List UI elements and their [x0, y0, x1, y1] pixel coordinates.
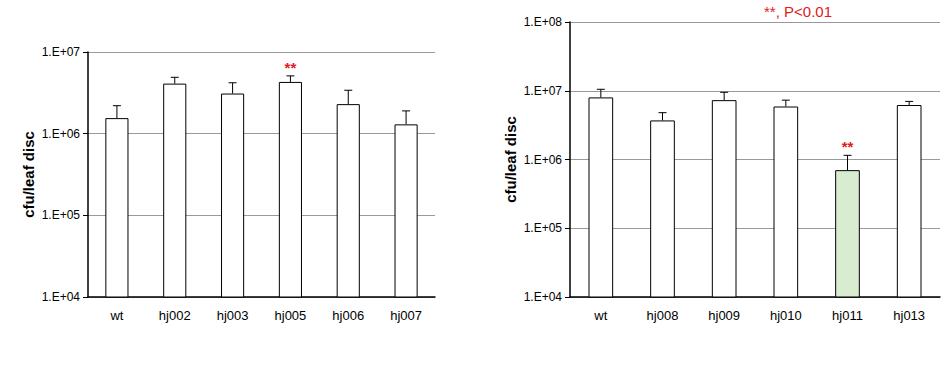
svg-text:hj007: hj007 [390, 308, 422, 323]
svg-text:**: ** [842, 138, 854, 155]
svg-text:hj009: hj009 [708, 308, 740, 323]
svg-text:hj010: hj010 [770, 308, 802, 323]
svg-text:1.E+07: 1.E+07 [42, 45, 81, 59]
svg-text:hj013: hj013 [893, 308, 925, 323]
svg-text:hj006: hj006 [332, 308, 364, 323]
svg-text:wt: wt [109, 308, 123, 323]
svg-text:1.E+06: 1.E+06 [42, 127, 81, 141]
svg-text:hj002: hj002 [159, 308, 191, 323]
svg-text:1.E+07: 1.E+07 [524, 84, 563, 98]
svg-text:wt: wt [593, 308, 607, 323]
svg-text:cfu/leaf disc: cfu/leaf disc [20, 131, 37, 218]
svg-text:hj008: hj008 [647, 308, 679, 323]
svg-text:1.E+05: 1.E+05 [524, 221, 563, 235]
svg-text:1.E+05: 1.E+05 [42, 208, 81, 222]
svg-text:hj011: hj011 [832, 308, 863, 323]
svg-text:**: ** [285, 59, 297, 76]
svg-text:1.E+08: 1.E+08 [524, 15, 563, 29]
svg-text:hj005: hj005 [275, 308, 307, 323]
svg-text:cfu/leaf disc: cfu/leaf disc [502, 116, 519, 203]
svg-text:hj003: hj003 [217, 308, 249, 323]
svg-text:**, P<0.01: **, P<0.01 [764, 3, 832, 20]
svg-text:1.E+06: 1.E+06 [524, 153, 563, 167]
svg-text:1.E+04: 1.E+04 [42, 290, 81, 304]
svg-text:1.E+04: 1.E+04 [524, 290, 563, 304]
